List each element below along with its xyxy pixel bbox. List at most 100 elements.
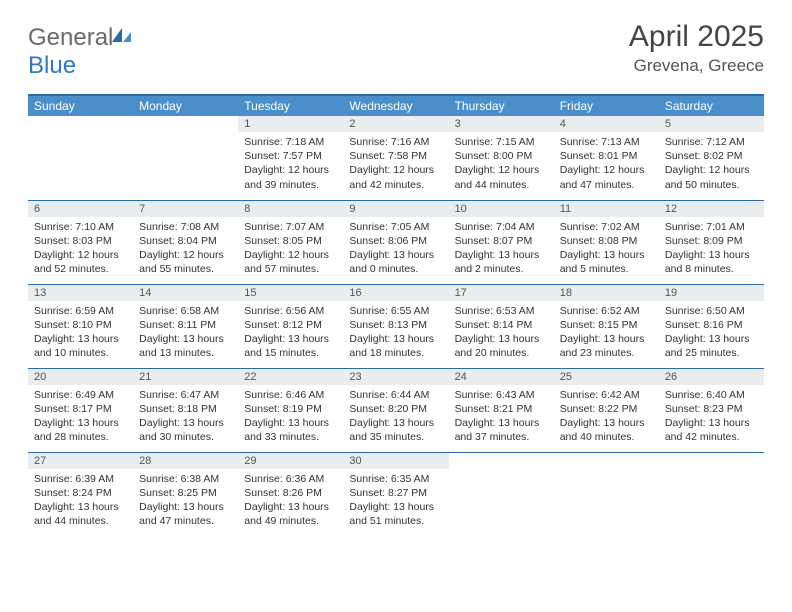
day-number: 1 xyxy=(238,116,343,132)
calendar-day-cell: 20Sunrise: 6:49 AMSunset: 8:17 PMDayligh… xyxy=(28,368,133,452)
day-content: Sunrise: 7:04 AMSunset: 8:07 PMDaylight:… xyxy=(449,217,554,282)
calendar-week-row: 1Sunrise: 7:18 AMSunset: 7:57 PMDaylight… xyxy=(28,116,764,200)
day-content: Sunrise: 7:16 AMSunset: 7:58 PMDaylight:… xyxy=(343,132,448,197)
day-number: 20 xyxy=(28,369,133,385)
day-content: Sunrise: 7:15 AMSunset: 8:00 PMDaylight:… xyxy=(449,132,554,197)
calendar-day-cell: 27Sunrise: 6:39 AMSunset: 8:24 PMDayligh… xyxy=(28,452,133,536)
day-number: 23 xyxy=(343,369,448,385)
weekday-header: Monday xyxy=(133,95,238,116)
weekday-header: Friday xyxy=(554,95,659,116)
weekday-row: SundayMondayTuesdayWednesdayThursdayFrid… xyxy=(28,95,764,116)
day-content: Sunrise: 7:01 AMSunset: 8:09 PMDaylight:… xyxy=(659,217,764,282)
calendar-day-cell: 19Sunrise: 6:50 AMSunset: 8:16 PMDayligh… xyxy=(659,284,764,368)
logo-part1: General xyxy=(28,24,113,51)
day-number: 28 xyxy=(133,453,238,469)
day-content: Sunrise: 7:10 AMSunset: 8:03 PMDaylight:… xyxy=(28,217,133,282)
day-content: Sunrise: 7:18 AMSunset: 7:57 PMDaylight:… xyxy=(238,132,343,197)
day-number: 16 xyxy=(343,285,448,301)
month-title: April 2025 xyxy=(629,20,764,54)
weekday-header: Tuesday xyxy=(238,95,343,116)
calendar-day-cell xyxy=(28,116,133,200)
calendar-day-cell: 10Sunrise: 7:04 AMSunset: 8:07 PMDayligh… xyxy=(449,200,554,284)
calendar-day-cell: 30Sunrise: 6:35 AMSunset: 8:27 PMDayligh… xyxy=(343,452,448,536)
day-content: Sunrise: 6:47 AMSunset: 8:18 PMDaylight:… xyxy=(133,385,238,450)
day-number: 5 xyxy=(659,116,764,132)
day-content: Sunrise: 6:35 AMSunset: 8:27 PMDaylight:… xyxy=(343,469,448,534)
calendar-day-cell xyxy=(449,452,554,536)
day-number: 30 xyxy=(343,453,448,469)
day-content: Sunrise: 7:05 AMSunset: 8:06 PMDaylight:… xyxy=(343,217,448,282)
day-number: 15 xyxy=(238,285,343,301)
location: Grevena, Greece xyxy=(629,56,764,76)
calendar-day-cell: 25Sunrise: 6:42 AMSunset: 8:22 PMDayligh… xyxy=(554,368,659,452)
calendar-day-cell: 14Sunrise: 6:58 AMSunset: 8:11 PMDayligh… xyxy=(133,284,238,368)
day-content: Sunrise: 7:12 AMSunset: 8:02 PMDaylight:… xyxy=(659,132,764,197)
day-content: Sunrise: 7:08 AMSunset: 8:04 PMDaylight:… xyxy=(133,217,238,282)
day-content: Sunrise: 6:52 AMSunset: 8:15 PMDaylight:… xyxy=(554,301,659,366)
day-content: Sunrise: 7:13 AMSunset: 8:01 PMDaylight:… xyxy=(554,132,659,197)
calendar-day-cell: 4Sunrise: 7:13 AMSunset: 8:01 PMDaylight… xyxy=(554,116,659,200)
day-content: Sunrise: 6:38 AMSunset: 8:25 PMDaylight:… xyxy=(133,469,238,534)
day-content: Sunrise: 6:39 AMSunset: 8:24 PMDaylight:… xyxy=(28,469,133,534)
day-content: Sunrise: 7:02 AMSunset: 8:08 PMDaylight:… xyxy=(554,217,659,282)
day-content: Sunrise: 6:42 AMSunset: 8:22 PMDaylight:… xyxy=(554,385,659,450)
calendar-day-cell: 29Sunrise: 6:36 AMSunset: 8:26 PMDayligh… xyxy=(238,452,343,536)
calendar-day-cell: 16Sunrise: 6:55 AMSunset: 8:13 PMDayligh… xyxy=(343,284,448,368)
day-number: 10 xyxy=(449,201,554,217)
calendar-day-cell: 8Sunrise: 7:07 AMSunset: 8:05 PMDaylight… xyxy=(238,200,343,284)
weekday-header: Saturday xyxy=(659,95,764,116)
logo: GeneralBlue xyxy=(28,20,133,80)
weekday-header: Thursday xyxy=(449,95,554,116)
day-number: 27 xyxy=(28,453,133,469)
day-number: 29 xyxy=(238,453,343,469)
calendar-week-row: 27Sunrise: 6:39 AMSunset: 8:24 PMDayligh… xyxy=(28,452,764,536)
calendar-day-cell: 28Sunrise: 6:38 AMSunset: 8:25 PMDayligh… xyxy=(133,452,238,536)
calendar-day-cell: 1Sunrise: 7:18 AMSunset: 7:57 PMDaylight… xyxy=(238,116,343,200)
calendar-day-cell: 26Sunrise: 6:40 AMSunset: 8:23 PMDayligh… xyxy=(659,368,764,452)
day-number: 18 xyxy=(554,285,659,301)
day-content: Sunrise: 6:49 AMSunset: 8:17 PMDaylight:… xyxy=(28,385,133,450)
day-number: 21 xyxy=(133,369,238,385)
day-content: Sunrise: 6:58 AMSunset: 8:11 PMDaylight:… xyxy=(133,301,238,366)
day-number: 14 xyxy=(133,285,238,301)
weekday-header: Sunday xyxy=(28,95,133,116)
day-number: 25 xyxy=(554,369,659,385)
calendar-day-cell: 11Sunrise: 7:02 AMSunset: 8:08 PMDayligh… xyxy=(554,200,659,284)
day-number: 12 xyxy=(659,201,764,217)
calendar-day-cell: 23Sunrise: 6:44 AMSunset: 8:20 PMDayligh… xyxy=(343,368,448,452)
calendar-day-cell xyxy=(554,452,659,536)
calendar-day-cell: 3Sunrise: 7:15 AMSunset: 8:00 PMDaylight… xyxy=(449,116,554,200)
calendar-day-cell: 22Sunrise: 6:46 AMSunset: 8:19 PMDayligh… xyxy=(238,368,343,452)
day-content: Sunrise: 6:59 AMSunset: 8:10 PMDaylight:… xyxy=(28,301,133,366)
day-content: Sunrise: 6:40 AMSunset: 8:23 PMDaylight:… xyxy=(659,385,764,450)
day-number: 4 xyxy=(554,116,659,132)
day-content: Sunrise: 6:55 AMSunset: 8:13 PMDaylight:… xyxy=(343,301,448,366)
calendar-day-cell: 18Sunrise: 6:52 AMSunset: 8:15 PMDayligh… xyxy=(554,284,659,368)
logo-text: GeneralBlue xyxy=(28,24,133,80)
calendar-body: 1Sunrise: 7:18 AMSunset: 7:57 PMDaylight… xyxy=(28,116,764,536)
logo-part2: Blue xyxy=(28,52,76,79)
day-number: 24 xyxy=(449,369,554,385)
calendar-week-row: 6Sunrise: 7:10 AMSunset: 8:03 PMDaylight… xyxy=(28,200,764,284)
day-content: Sunrise: 7:07 AMSunset: 8:05 PMDaylight:… xyxy=(238,217,343,282)
calendar-day-cell: 7Sunrise: 7:08 AMSunset: 8:04 PMDaylight… xyxy=(133,200,238,284)
day-number: 22 xyxy=(238,369,343,385)
day-number: 2 xyxy=(343,116,448,132)
day-number: 11 xyxy=(554,201,659,217)
day-number: 7 xyxy=(133,201,238,217)
calendar-week-row: 20Sunrise: 6:49 AMSunset: 8:17 PMDayligh… xyxy=(28,368,764,452)
calendar-day-cell xyxy=(133,116,238,200)
calendar-week-row: 13Sunrise: 6:59 AMSunset: 8:10 PMDayligh… xyxy=(28,284,764,368)
day-content: Sunrise: 6:56 AMSunset: 8:12 PMDaylight:… xyxy=(238,301,343,366)
calendar-day-cell: 6Sunrise: 7:10 AMSunset: 8:03 PMDaylight… xyxy=(28,200,133,284)
calendar-day-cell: 12Sunrise: 7:01 AMSunset: 8:09 PMDayligh… xyxy=(659,200,764,284)
day-number: 26 xyxy=(659,369,764,385)
header: GeneralBlue April 2025 Grevena, Greece xyxy=(28,20,764,80)
day-number: 3 xyxy=(449,116,554,132)
logo-sail-icon xyxy=(111,24,133,51)
calendar-day-cell: 15Sunrise: 6:56 AMSunset: 8:12 PMDayligh… xyxy=(238,284,343,368)
day-content: Sunrise: 6:44 AMSunset: 8:20 PMDaylight:… xyxy=(343,385,448,450)
calendar-day-cell: 2Sunrise: 7:16 AMSunset: 7:58 PMDaylight… xyxy=(343,116,448,200)
day-content: Sunrise: 6:46 AMSunset: 8:19 PMDaylight:… xyxy=(238,385,343,450)
day-content: Sunrise: 6:43 AMSunset: 8:21 PMDaylight:… xyxy=(449,385,554,450)
